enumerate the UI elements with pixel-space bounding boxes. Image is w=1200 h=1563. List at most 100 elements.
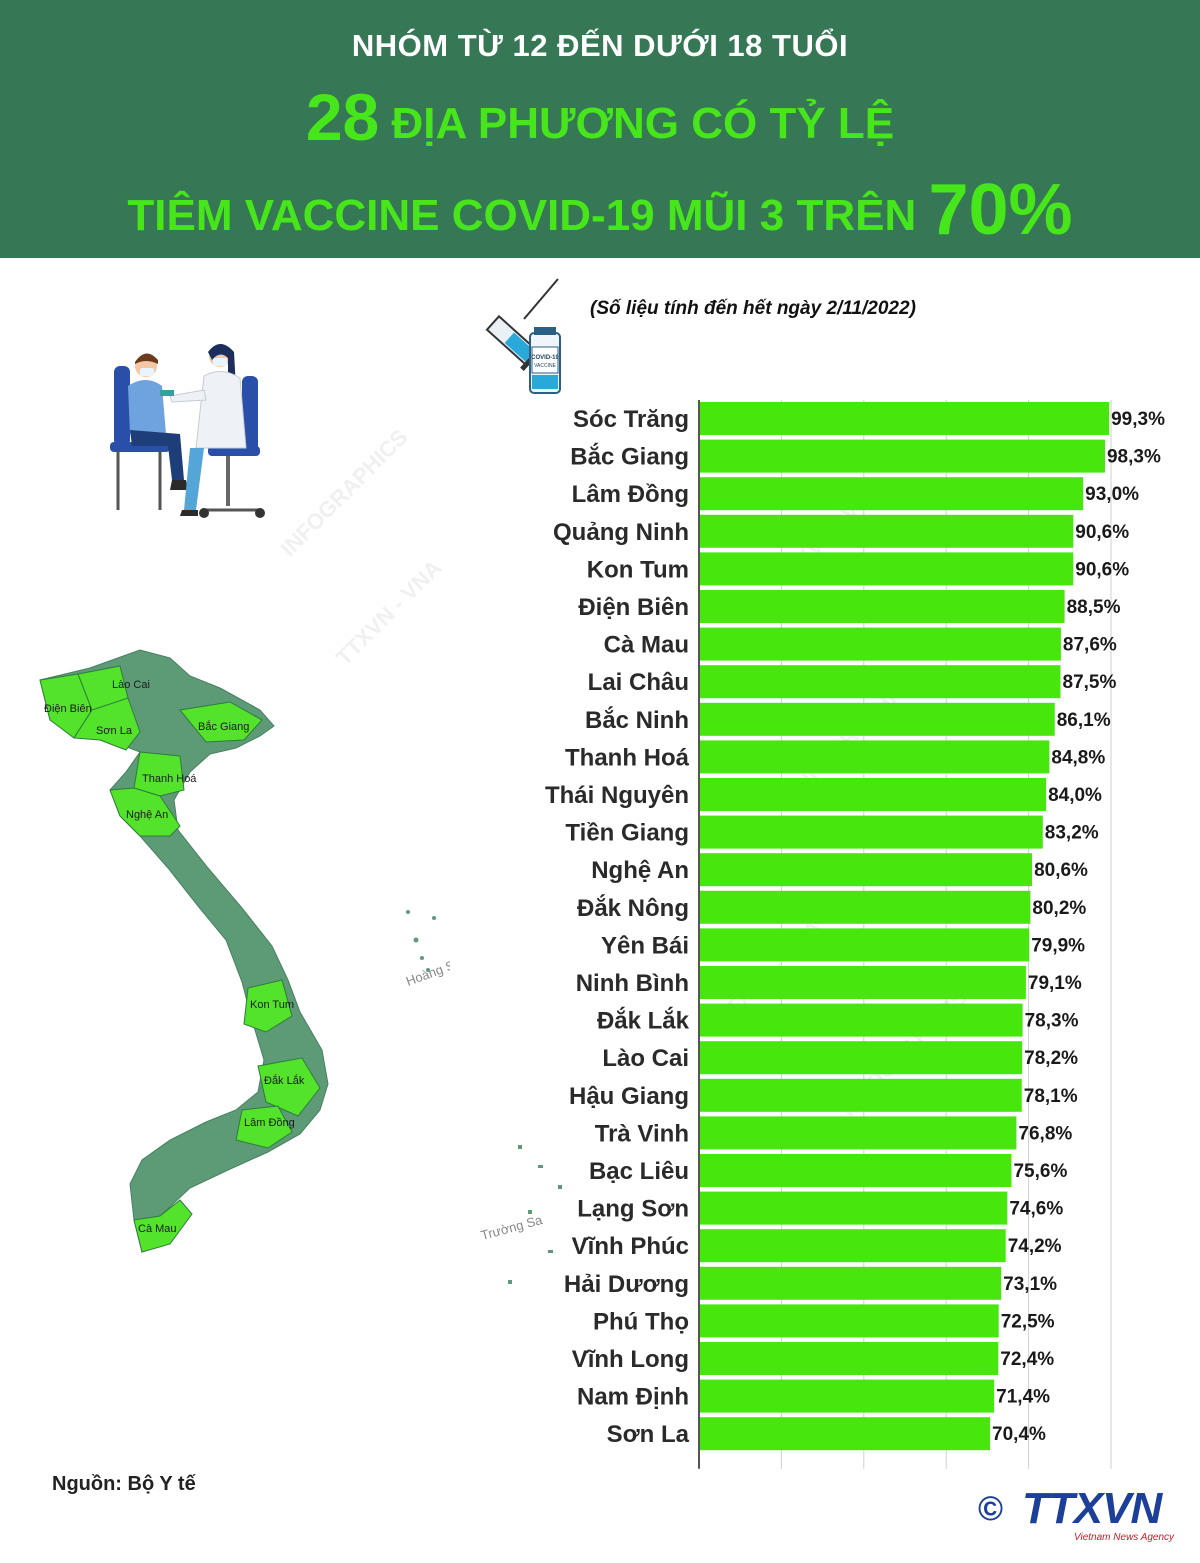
chart-value-label: 90,6% bbox=[1075, 559, 1129, 580]
chart-bar bbox=[700, 928, 1030, 962]
chart-category-label: Vĩnh Phúc bbox=[572, 1233, 689, 1260]
chart-bar bbox=[700, 1229, 1006, 1263]
chart-category-label: Bạc Liêu bbox=[589, 1158, 689, 1185]
chart-category-label: Đắk Lắk bbox=[597, 1007, 690, 1035]
vaccination-illustration-icon bbox=[110, 344, 265, 518]
chart-bar bbox=[700, 778, 1047, 811]
map-label-6: Kon Tum bbox=[250, 999, 294, 1011]
chart-category-label: Ninh Bình bbox=[576, 970, 689, 997]
logo-tagline: Vietnam News Agency bbox=[1074, 1532, 1175, 1543]
chart-value-label: 84,8% bbox=[1051, 747, 1105, 768]
chart-value-label: 75,6% bbox=[1013, 1161, 1067, 1182]
chart-category-label: Sơn La bbox=[607, 1421, 690, 1448]
chart-bar bbox=[700, 477, 1084, 511]
chart-category-label: Hải Dương bbox=[564, 1271, 689, 1298]
chart-category-label: Thái Nguyên bbox=[545, 782, 689, 809]
chart-category-label: Lai Châu bbox=[588, 669, 689, 696]
chart-value-label: 90,6% bbox=[1075, 522, 1129, 543]
chart-value-label: 76,8% bbox=[1018, 1123, 1072, 1144]
chart-category-label: Lâm Đồng bbox=[572, 481, 689, 508]
header-subtitle: NHÓM TỪ 12 ĐẾN DƯỚI 18 TUỔI bbox=[351, 28, 849, 63]
chart-value-label: 84,0% bbox=[1048, 785, 1102, 806]
chart-bar bbox=[700, 853, 1033, 887]
chart-bar bbox=[700, 514, 1074, 548]
chart-category-label: Phú Thọ bbox=[593, 1308, 689, 1335]
chart-value-label: 87,6% bbox=[1063, 635, 1117, 656]
chart-category-label: Sóc Trăng bbox=[573, 406, 689, 433]
chart-value-label: 78,2% bbox=[1024, 1048, 1078, 1069]
chart-category-label: Lạng Sơn bbox=[577, 1196, 689, 1223]
chart-value-label: 98,3% bbox=[1107, 447, 1161, 468]
data-date-note: (Số liệu tính đến hết ngày 2/11/2022) bbox=[590, 298, 916, 319]
header-banner: NHÓM TỪ 12 ĐẾN DƯỚI 18 TUỔI 28 ĐỊA PHƯƠN… bbox=[0, 0, 1200, 258]
map-label-0: Lào Cai bbox=[112, 679, 150, 691]
chart-bar bbox=[700, 402, 1110, 435]
logo-name: TTXVN bbox=[1022, 1484, 1162, 1533]
chart-value-label: 86,1% bbox=[1057, 710, 1111, 731]
chart-value-label: 99,3% bbox=[1111, 409, 1165, 430]
truong-sa-islands bbox=[508, 1140, 588, 1300]
chart-bar bbox=[700, 1154, 1012, 1187]
chart-bar bbox=[700, 740, 1050, 774]
chart-value-label: 78,1% bbox=[1024, 1086, 1078, 1107]
chart-value-label: 72,4% bbox=[1000, 1349, 1054, 1370]
chart-bar bbox=[700, 1304, 999, 1338]
chart-bar bbox=[700, 815, 1043, 849]
chart-value-label: 74,2% bbox=[1008, 1236, 1062, 1257]
chart-value-label: 78,3% bbox=[1025, 1011, 1079, 1032]
chart-category-label: Lào Cai bbox=[602, 1045, 689, 1072]
source-note: Nguồn: Bộ Y tế bbox=[52, 1473, 196, 1495]
chart-category-label: Trà Vinh bbox=[595, 1120, 689, 1147]
chart-bar bbox=[700, 1379, 995, 1413]
vial-label-line1: COVID-19 bbox=[531, 355, 559, 361]
map-label-7: Đắk Lắk bbox=[264, 1074, 305, 1087]
map-label-5: Nghệ An bbox=[126, 809, 168, 821]
chart-value-label: 79,9% bbox=[1031, 935, 1085, 956]
copyright-icon: © bbox=[978, 1490, 1004, 1528]
chart-bar bbox=[700, 1342, 999, 1375]
map-label-4: Thanh Hoá bbox=[142, 773, 197, 785]
header-title-number: 28 bbox=[305, 80, 380, 154]
chart-bar bbox=[700, 1191, 1008, 1225]
map-label-9: Cà Mau bbox=[138, 1223, 177, 1235]
chart-value-label: 87,5% bbox=[1063, 672, 1117, 693]
header-title-line2: TIÊM VACCINE COVID-19 MŨI 3 TRÊN 70% bbox=[0, 170, 1200, 256]
chart-bar bbox=[700, 1003, 1023, 1037]
chart-bar bbox=[700, 1417, 991, 1451]
vietnam-map: Lào Cai Điện Biên Sơn La Bắc Giang Thanh… bbox=[39, 649, 450, 1254]
chart-bar bbox=[700, 627, 1061, 661]
chart-category-label: Hậu Giang bbox=[569, 1083, 689, 1110]
chart-category-label: Tiền Giang bbox=[565, 820, 689, 847]
chart-category-label: Thanh Hoá bbox=[565, 744, 690, 771]
chart-value-label: 80,6% bbox=[1034, 860, 1088, 881]
chart-bar bbox=[700, 1266, 1002, 1300]
chart-category-label: Cà Mau bbox=[604, 632, 689, 659]
chart-value-label: 74,6% bbox=[1009, 1199, 1063, 1220]
chart-value-label: 79,1% bbox=[1028, 973, 1082, 994]
chart-value-label: 72,5% bbox=[1001, 1311, 1055, 1332]
header-title-text2: TIÊM VACCINE COVID-19 MŨI 3 TRÊN bbox=[127, 191, 917, 240]
chart-category-label: Bắc Giang bbox=[570, 443, 689, 471]
chart-value-label: 70,4% bbox=[992, 1424, 1046, 1445]
chart-bar bbox=[700, 1116, 1017, 1150]
chart-bar bbox=[700, 966, 1026, 999]
map-label-2: Sơn La bbox=[96, 725, 133, 737]
chart-bar bbox=[700, 590, 1065, 623]
syringe-vial-icon: COVID-19 VACCINE bbox=[485, 278, 561, 394]
chart-category-label: Đắk Nông bbox=[577, 894, 689, 922]
chart-bar bbox=[700, 890, 1031, 924]
chart-labels: Sóc Trăng 99,3% Bắc Giang 98,3% Lâm Đồng 93,0… bbox=[545, 406, 1165, 1448]
chart-category-label: Yên Bái bbox=[601, 932, 689, 959]
header-title-line1: 28 ĐỊA PHƯƠNG CÓ TỶ LỆ bbox=[0, 82, 1200, 159]
chart-bar bbox=[700, 1078, 1022, 1112]
chart-value-label: 80,2% bbox=[1032, 898, 1086, 919]
chart-bar bbox=[700, 439, 1105, 473]
chart-value-label: 93,0% bbox=[1085, 484, 1139, 505]
map-label-8: Lâm Đồng bbox=[244, 1117, 295, 1129]
ttxvn-logo: © TTXVN Vietnam News Agency bbox=[978, 1484, 1178, 1546]
header-title-text1: ĐỊA PHƯƠNG CÓ TỶ LỆ bbox=[391, 99, 895, 148]
header-title-percent: 70% bbox=[928, 170, 1073, 250]
chart-category-label: Bắc Ninh bbox=[585, 706, 689, 734]
map-label-1: Điện Biên bbox=[44, 703, 92, 715]
chart-category-label: Điện Biên bbox=[578, 594, 689, 621]
